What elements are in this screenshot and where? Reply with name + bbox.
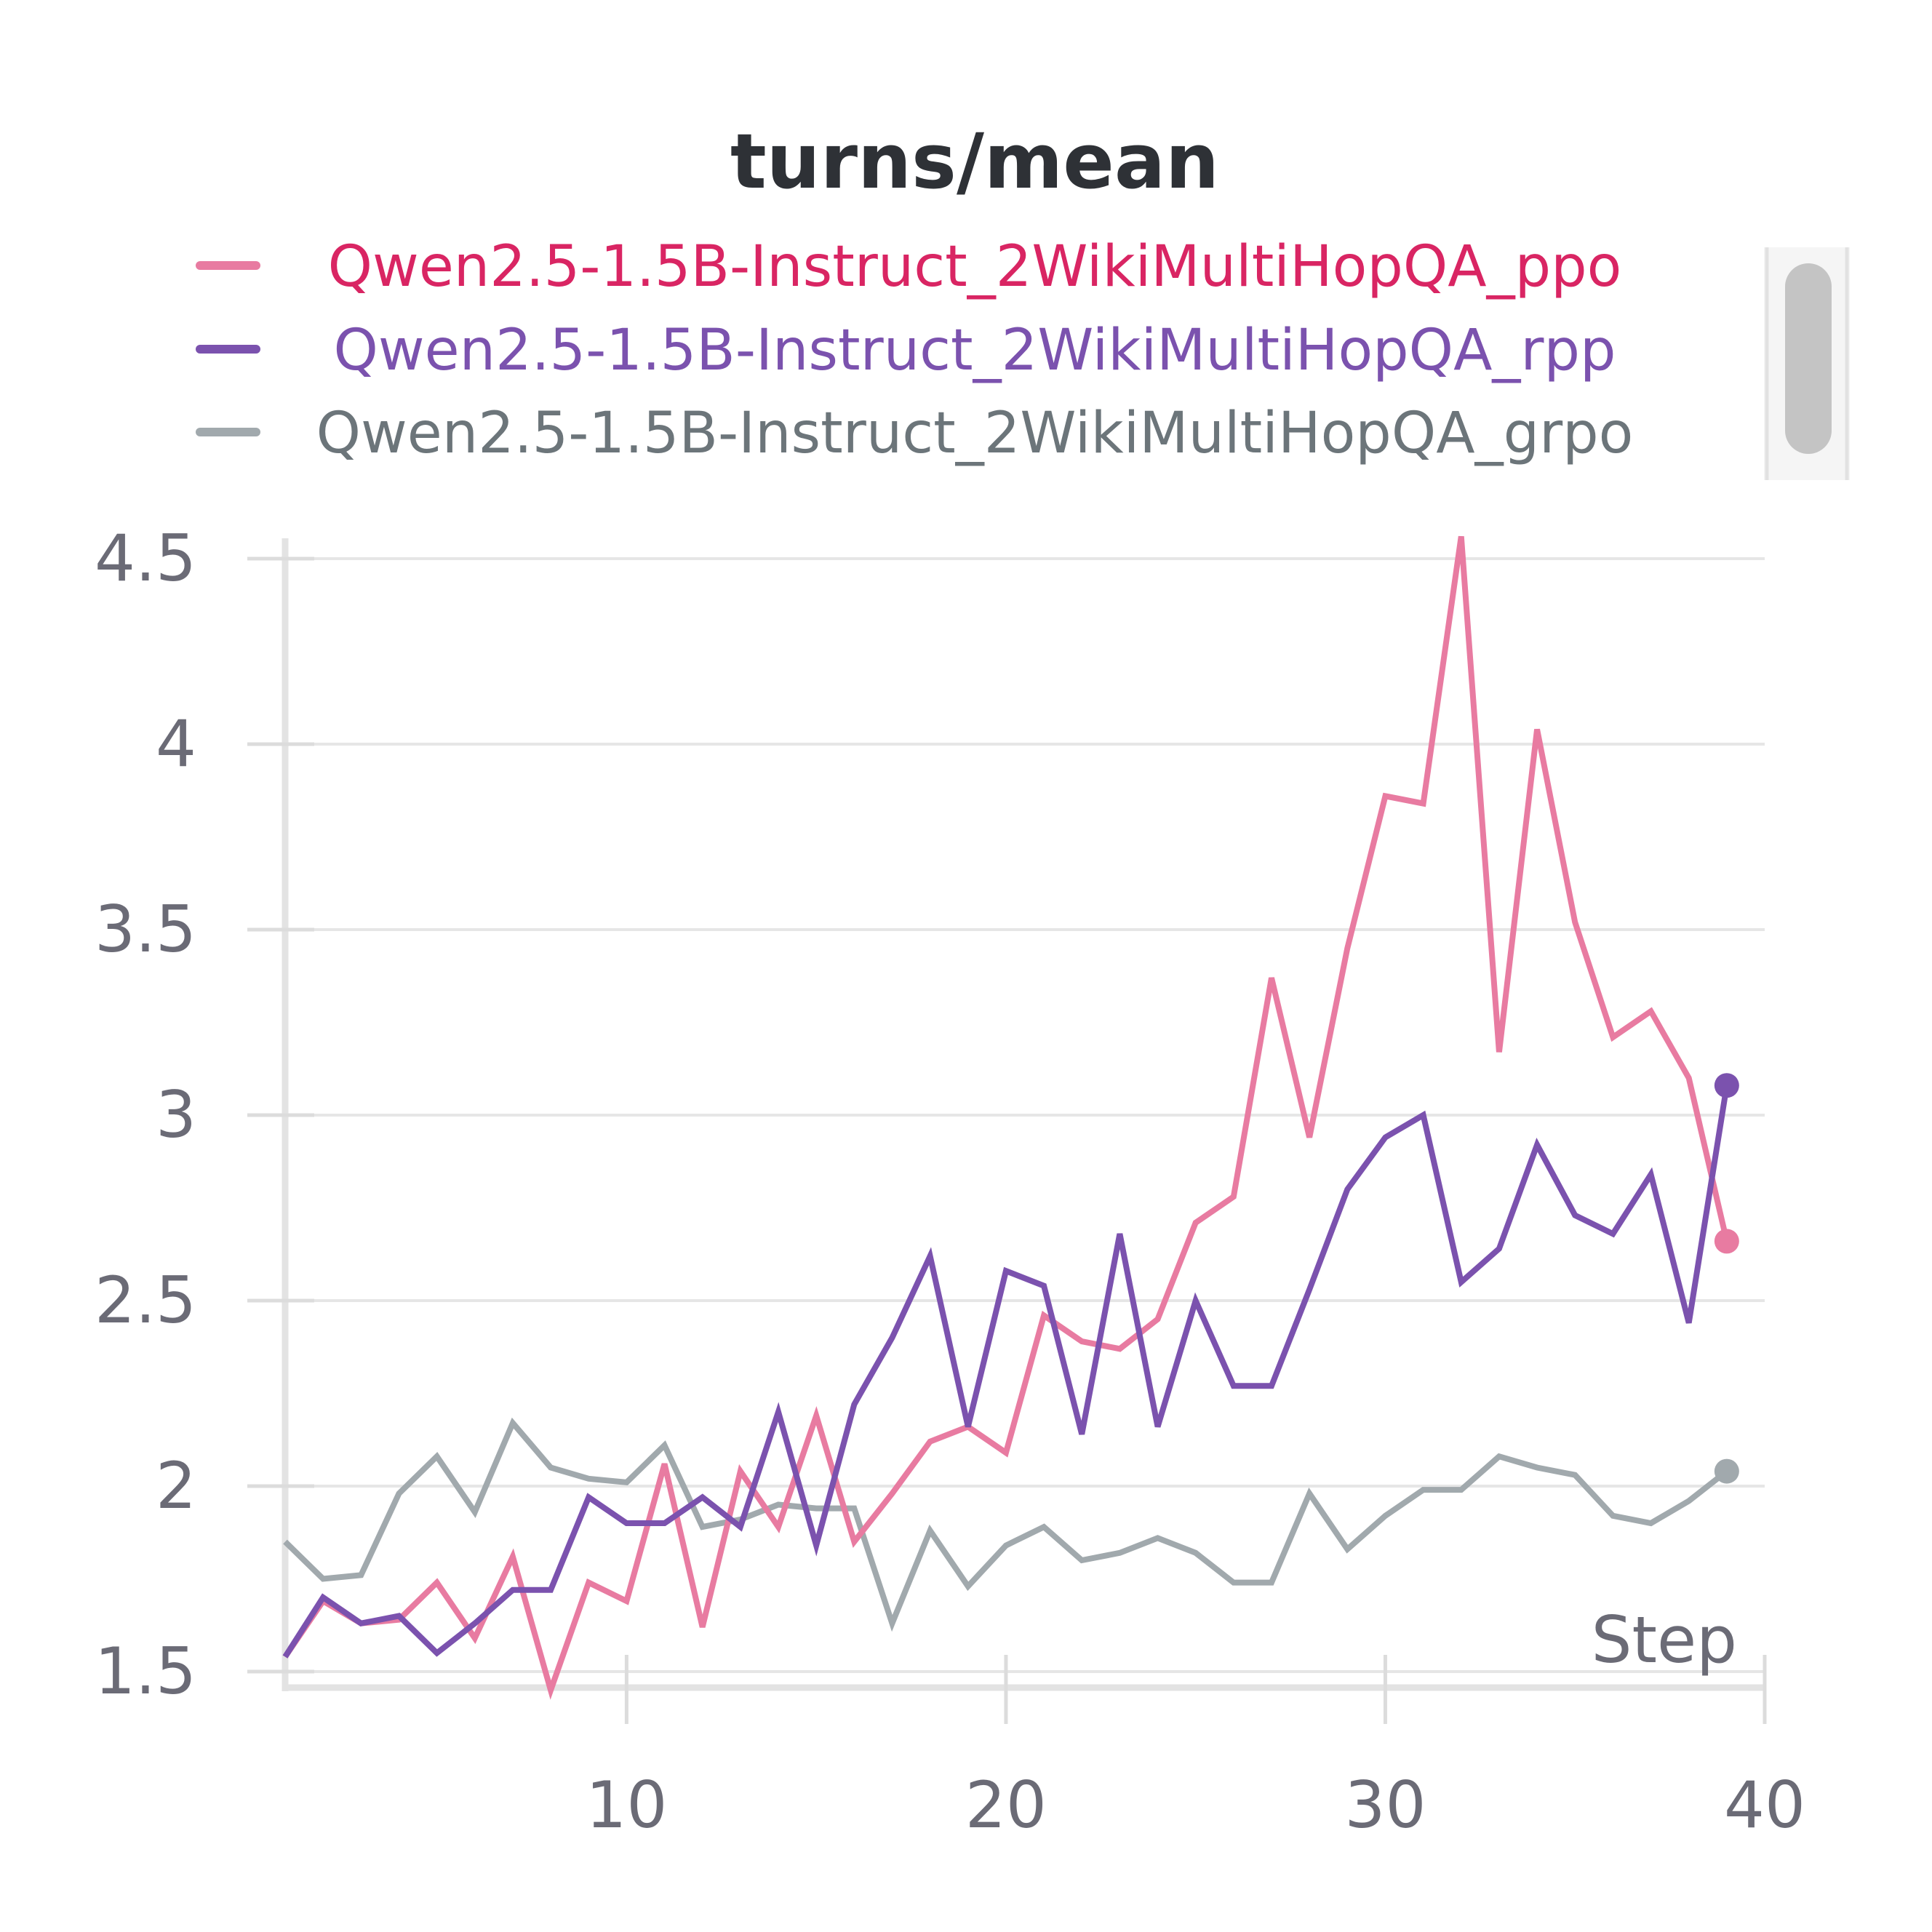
y-tick-label: 1.5 bbox=[95, 1634, 196, 1709]
x-axis-ticks: 10 20 30 40 bbox=[586, 1655, 1805, 1843]
y-tick-label: 2 bbox=[156, 1448, 196, 1523]
x-tick-label: 30 bbox=[1344, 1768, 1426, 1843]
x-tick-label: 20 bbox=[965, 1768, 1047, 1843]
y-tick-label: 4 bbox=[156, 706, 196, 781]
y-tick-label: 2.5 bbox=[95, 1263, 196, 1338]
series-end-marker bbox=[1714, 1458, 1739, 1484]
legend-item-label[interactable]: Qwen2.5-1.5B-Instruct_2WikiMultiHopQA_gr… bbox=[316, 401, 1634, 466]
x-axis-label: Step bbox=[1592, 1602, 1737, 1677]
legend-item-label[interactable]: Qwen2.5-1.5B-Instruct_2WikiMultiHopQA_rp… bbox=[333, 318, 1616, 383]
legend-scrollbar[interactable] bbox=[1764, 247, 1850, 480]
legend-item-label[interactable]: Qwen2.5-1.5B-Instruct_2WikiMultiHopQA_pp… bbox=[328, 234, 1622, 300]
series-lines bbox=[282, 535, 1739, 1700]
y-tick-label: 3 bbox=[156, 1077, 196, 1152]
series-end-marker bbox=[1714, 1073, 1739, 1098]
series-end-marker bbox=[1714, 1229, 1739, 1254]
series-line-2 bbox=[283, 1417, 1729, 1632]
legend[interactable]: Qwen2.5-1.5B-Instruct_2WikiMultiHopQA_pp… bbox=[196, 234, 1634, 466]
x-tick-label: 10 bbox=[586, 1768, 667, 1843]
chart-title: turns/mean bbox=[730, 117, 1219, 206]
series-line-1 bbox=[282, 1085, 1730, 1658]
y-tick-label: 3.5 bbox=[95, 892, 196, 967]
y-axis-ticks: 1.5 2 2.5 3 3.5 4 4.5 bbox=[95, 521, 314, 1709]
x-tick-label: 40 bbox=[1724, 1768, 1805, 1843]
series-line-0 bbox=[282, 535, 1730, 1700]
grid bbox=[285, 557, 1765, 1673]
y-tick-label: 4.5 bbox=[95, 521, 196, 596]
legend-scrollbar-thumb[interactable] bbox=[1785, 263, 1832, 454]
